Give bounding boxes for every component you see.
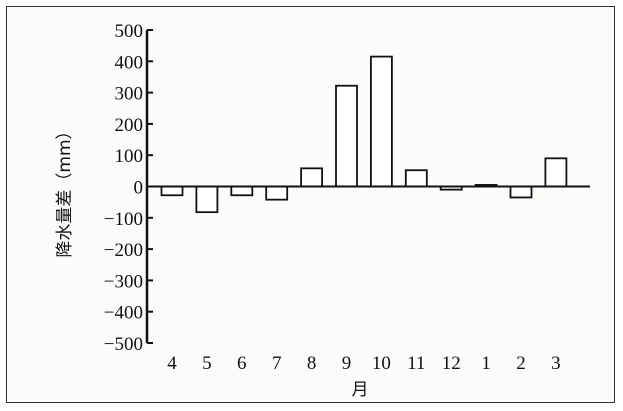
bar-2	[509, 185, 533, 199]
bar-9	[335, 84, 358, 188]
x-tick-label: 3	[551, 353, 561, 374]
y-tick-label: −200	[104, 240, 143, 261]
bar-10	[369, 55, 393, 188]
x-tick-label: 8	[307, 353, 317, 374]
chart-frame	[6, 6, 615, 403]
bars	[160, 55, 568, 214]
bar-8	[300, 167, 324, 188]
y-tick-label: −100	[104, 209, 143, 230]
bar-6	[230, 185, 254, 197]
x-tick-label: 5	[202, 353, 212, 374]
y-tick-label: 200	[115, 115, 144, 136]
bar-5	[195, 185, 219, 214]
x-tick-label: 9	[342, 353, 352, 374]
x-axis-title: 月	[352, 380, 369, 400]
x-tick-label: 12	[442, 353, 461, 374]
x-tick-label: 11	[407, 353, 425, 374]
x-tick-label: 2	[516, 353, 526, 374]
y-tick-label: −500	[104, 334, 143, 355]
x-tick-label: 1	[481, 353, 491, 374]
y-tick-label: 100	[115, 146, 144, 167]
y-axis-ticks: 500 400 300 200 100 0 −100 −200 −300 −400 −500	[104, 21, 153, 355]
bar-3	[544, 157, 568, 188]
y-tick-label: −300	[104, 271, 143, 292]
x-tick-label: 7	[272, 353, 282, 374]
x-tick-label: 6	[237, 353, 247, 374]
x-tick-label: 10	[372, 353, 391, 374]
y-tick-label: 300	[115, 84, 144, 105]
x-tick-label: 4	[167, 353, 177, 374]
x-axis-ticks: 4 5 6 7 8 9 10 11 12 1 2 3	[167, 353, 560, 374]
y-tick-label: 0	[134, 178, 144, 199]
y-tick-label: 500	[115, 21, 144, 42]
y-tick-label: −400	[104, 303, 143, 324]
y-tick-label: 400	[115, 52, 144, 73]
bar-4	[160, 185, 184, 197]
bar-7	[265, 185, 289, 201]
bar-11	[404, 169, 428, 188]
y-axis-title: 降水量差（mm）	[55, 122, 75, 257]
